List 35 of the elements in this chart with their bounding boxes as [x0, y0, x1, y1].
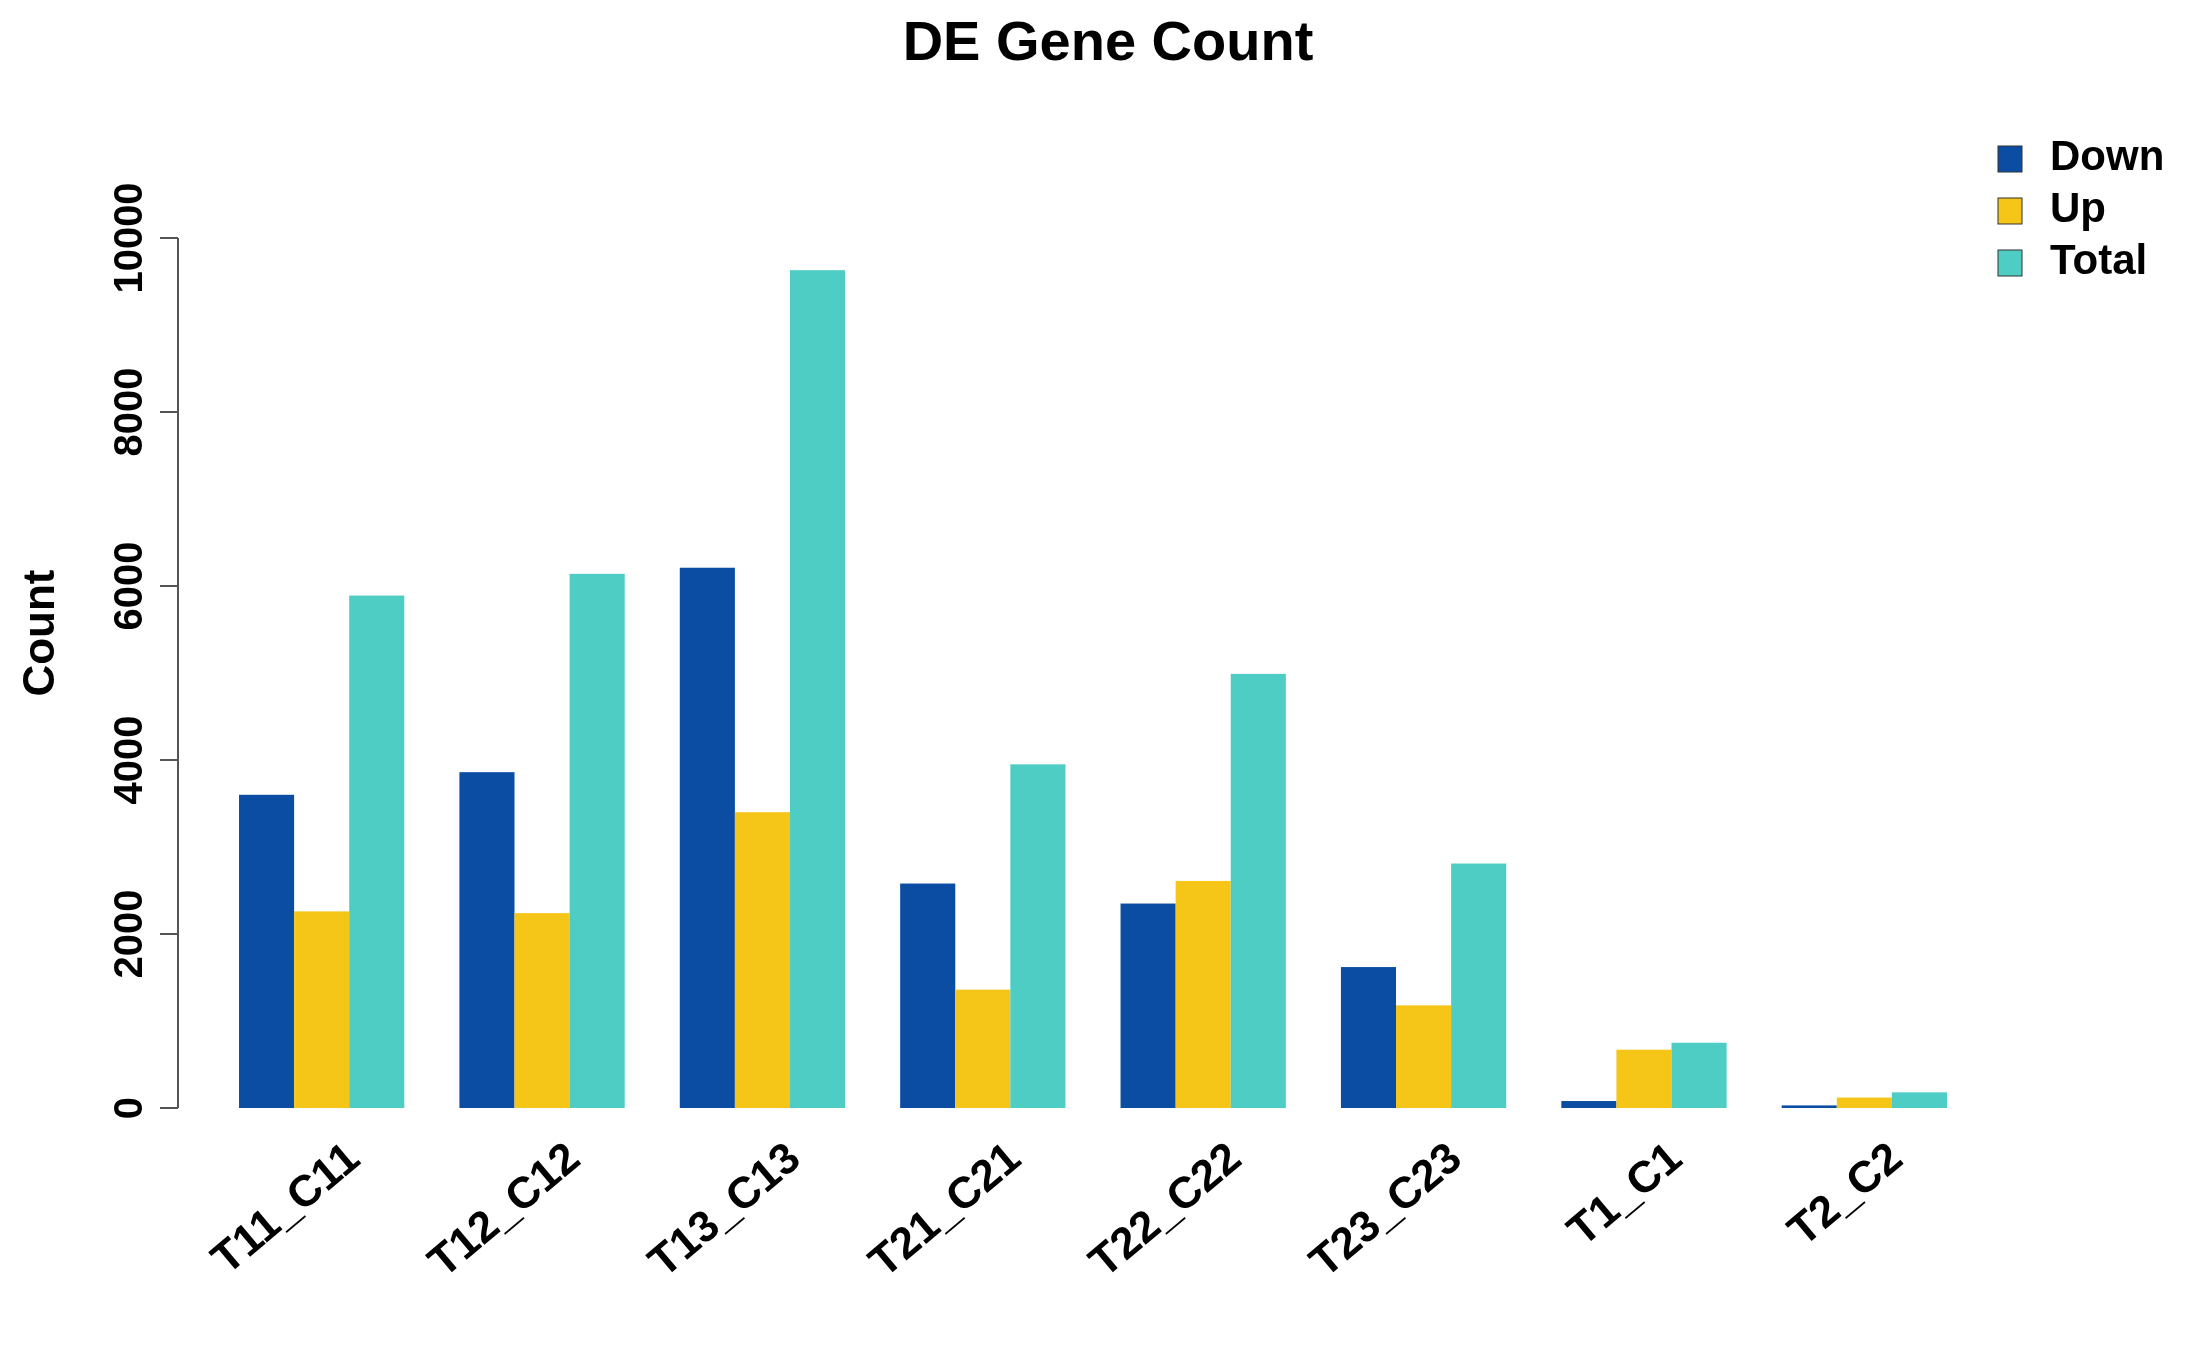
bar — [1616, 1049, 1672, 1108]
chart-title: DE Gene Count — [902, 9, 1314, 72]
legend-label: Up — [2050, 184, 2106, 231]
bar — [679, 567, 735, 1108]
bar — [1891, 1092, 1947, 1108]
y-tick-label: 4000 — [106, 715, 150, 805]
bar — [955, 989, 1011, 1108]
bar — [1340, 967, 1397, 1108]
bar — [1781, 1105, 1837, 1108]
bar — [1230, 673, 1286, 1108]
y-tick-label: 10000 — [106, 182, 150, 294]
bar — [789, 270, 846, 1108]
bar — [569, 573, 625, 1108]
y-tick-label: 8000 — [106, 367, 150, 457]
bar — [459, 772, 515, 1108]
bar — [1671, 1042, 1727, 1108]
bar — [1010, 764, 1066, 1108]
bar — [1175, 880, 1231, 1108]
bar — [900, 883, 956, 1108]
y-axis-title: Count — [14, 569, 63, 697]
bar — [1120, 903, 1176, 1108]
bar — [1451, 863, 1507, 1108]
bar — [1396, 1005, 1452, 1108]
bar — [239, 794, 295, 1108]
legend-label: Total — [2050, 236, 2148, 283]
y-tick-label: 6000 — [106, 541, 150, 631]
bar — [514, 913, 570, 1108]
y-tick-label: 0 — [106, 1096, 150, 1120]
legend-label: Down — [2050, 132, 2165, 179]
y-tick-label: 2000 — [106, 889, 150, 979]
bar — [294, 911, 350, 1108]
bar — [734, 812, 790, 1108]
bar — [1561, 1101, 1617, 1108]
bar — [349, 595, 405, 1108]
bar — [1836, 1097, 1892, 1108]
